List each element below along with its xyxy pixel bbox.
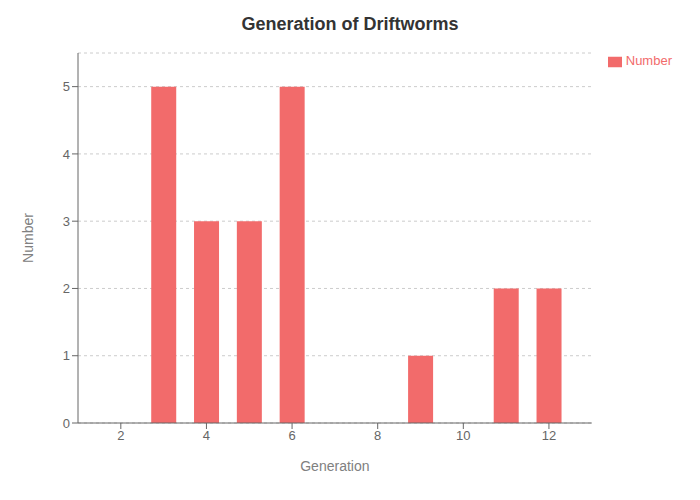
- svg-text:5: 5: [63, 79, 70, 94]
- svg-text:2: 2: [117, 428, 124, 443]
- svg-text:0: 0: [63, 416, 70, 431]
- svg-text:1: 1: [63, 348, 70, 363]
- svg-text:4: 4: [203, 428, 210, 443]
- svg-text:Number: Number: [20, 213, 36, 263]
- svg-text:4: 4: [63, 147, 70, 162]
- svg-text:8: 8: [374, 428, 381, 443]
- svg-text:12: 12: [542, 428, 556, 443]
- html-text:Generation of Driftworms: Generation of Driftworms: [241, 14, 459, 34]
- svg-text:2: 2: [63, 281, 70, 296]
- svg-text:Generation: Generation: [300, 458, 369, 474]
- html-text:Number: Number: [625, 53, 672, 68]
- svg-text:10: 10: [456, 428, 470, 443]
- svg-text:3: 3: [63, 214, 70, 229]
- svg-text:6: 6: [288, 428, 295, 443]
